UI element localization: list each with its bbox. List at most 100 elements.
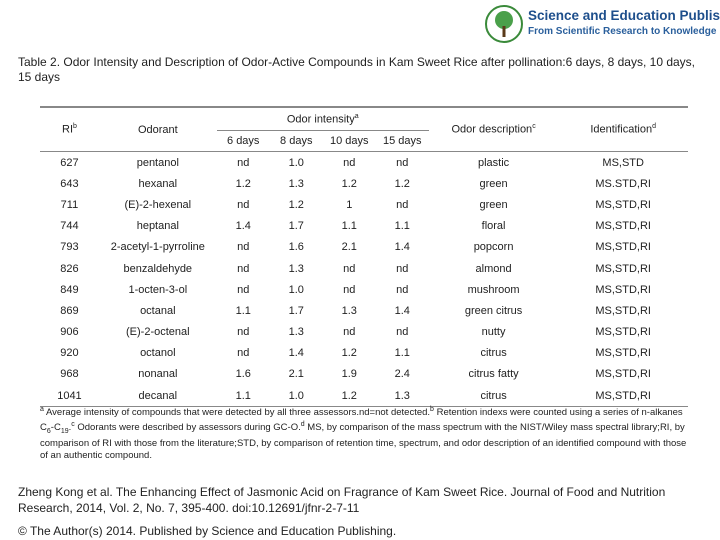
cell-8-days: 1.7 <box>288 304 304 317</box>
cell-description: nutty <box>481 326 506 339</box>
header-day: 15 days <box>375 130 429 152</box>
cell-6-days: nd <box>237 262 250 275</box>
cell-8-days: 1.0 <box>288 283 304 296</box>
table-row: 643 hexanal 1.2 1.3 1.2 1.2 green MS.STD,RI <box>40 173 688 194</box>
cell-ri: 744 <box>60 220 79 233</box>
table-row: 627 pentanol nd 1.0 nd nd plastic MS,STD <box>40 152 688 174</box>
cell-description: almond <box>475 262 512 275</box>
cell-10-days: 1.2 <box>341 177 357 190</box>
cell-8-days: 1.2 <box>288 198 304 211</box>
cell-odorant: octanal <box>140 304 176 317</box>
cell-6-days: 1.4 <box>235 220 251 233</box>
cell-identification: MS,STD,RI <box>595 368 651 381</box>
cell-identification: MS,STD,RI <box>595 283 651 296</box>
cell-15-days: nd <box>396 283 409 296</box>
cell-odorant: nonanal <box>138 368 178 381</box>
cell-10-days: nd <box>343 326 356 339</box>
publisher-tagline: From Scientific Research to Knowledge <box>528 26 717 37</box>
cell-15-days: 1.3 <box>375 385 429 408</box>
cell-ri: 869 <box>60 304 79 317</box>
table-row: 1041 decanal 1.1 1.0 1.2 1.3 citrus MS,STD,RI <box>40 385 688 408</box>
tree-logo-icon <box>485 5 523 43</box>
cell-odorant: 1-octen-3-ol <box>128 283 188 296</box>
cell-identification: MS,STD,RI <box>595 262 651 275</box>
table-row: 744 heptanal 1.4 1.7 1.1 1.1 floral MS,STD,RI <box>40 216 688 237</box>
header-odorant: Odorant <box>98 107 217 152</box>
cell-6-days: nd <box>237 156 250 169</box>
cell-odorant: pentanol <box>136 156 179 169</box>
cell-ri: 849 <box>60 283 79 296</box>
cell-description: plastic <box>477 156 510 169</box>
cell-6-days: nd <box>237 241 250 254</box>
data-table-wrapper: RIb Odorant Odor intensitya Odor descrip… <box>40 106 688 408</box>
cell-8-days: 1.3 <box>288 177 304 190</box>
cell-10-days: 1.9 <box>341 368 357 381</box>
header-odor-intensity: Odor intensitya <box>216 107 429 131</box>
cell-description: green <box>479 198 508 211</box>
cell-6-days: 1.2 <box>235 177 251 190</box>
header-row-days: 6 days 8 days 10 days 15 days <box>40 130 688 152</box>
cell-8-days: 1.4 <box>288 347 304 360</box>
table-row: 968 nonanal 1.6 2.1 1.9 2.4 citrus fatty MS,STD… <box>40 364 688 385</box>
cell-ri: 968 <box>60 368 79 381</box>
cell-8-days: 1.0 <box>269 385 323 408</box>
cell-identification: MS,STD,RI <box>595 326 651 339</box>
table-body: 627 pentanol nd 1.0 nd nd plastic MS,STD 643 hexa… <box>40 152 688 408</box>
cell-8-days: 1.3 <box>288 262 304 275</box>
cell-identification: MS,STD,RI <box>595 347 651 360</box>
table-row: 711 (E)-2-hexenal nd 1.2 1 nd green MS,STD,RI <box>40 194 688 215</box>
cell-10-days: 1 <box>346 198 353 211</box>
header-identification: Identificationd <box>558 107 688 152</box>
cell-description: citrus <box>428 385 559 408</box>
cell-description: floral <box>481 220 506 233</box>
cell-6-days: nd <box>237 347 250 360</box>
cell-odorant: heptanal <box>136 220 179 233</box>
cell-description: citrus <box>480 347 507 360</box>
table-row: 920 octanol nd 1.4 1.2 1.1 citrus MS,STD,RI <box>40 343 688 364</box>
cell-description: citrus fatty <box>468 368 519 381</box>
cell-odorant: 2-acetyl-1-pyrroline <box>110 241 205 254</box>
odor-table: RIb Odorant Odor intensitya Odor descrip… <box>40 106 688 408</box>
header-ri: RIb <box>40 107 99 152</box>
cell-ri: 711 <box>60 198 79 211</box>
cell-odorant: decanal <box>98 385 217 408</box>
publisher-name: Science and Education Publishing <box>528 8 720 23</box>
table-caption: Table 2. Odor Intensity and Description … <box>18 55 696 84</box>
cell-15-days: 1.1 <box>394 347 410 360</box>
cell-15-days: 1.1 <box>394 220 410 233</box>
cell-odorant: benzaldehyde <box>123 262 193 275</box>
cell-10-days: 1.2 <box>341 347 357 360</box>
cell-identification: MS,STD,RI <box>595 220 651 233</box>
cell-15-days: 1.2 <box>394 177 410 190</box>
cell-identification: MS,STD,RI <box>595 198 651 211</box>
publisher-logo: Science and Education Publishing From Sc… <box>484 4 720 44</box>
cell-15-days: 1.4 <box>394 304 410 317</box>
cell-identification: MS,STD <box>602 156 644 169</box>
header-day: 10 days <box>322 130 376 152</box>
cell-6-days: 1.6 <box>235 368 251 381</box>
cell-odorant: (E)-2-hexenal <box>124 198 192 211</box>
cell-description: popcorn <box>473 241 514 254</box>
cell-identification: MS,STD,RI <box>595 304 651 317</box>
cell-ri: 793 <box>60 241 79 254</box>
header-row-top: RIb Odorant Odor intensitya Odor descrip… <box>40 107 688 152</box>
cell-15-days: 2.4 <box>394 368 410 381</box>
cell-ri: 1041 <box>40 385 99 408</box>
table-footnote: a Average intensity of compounds that we… <box>40 406 687 462</box>
cell-15-days: nd <box>396 156 409 169</box>
table-row: 793 2-acetyl-1-pyrroline nd 1.6 2.1 1.4 popcor… <box>40 237 688 258</box>
cell-10-days: 2.1 <box>341 241 357 254</box>
table-row: 906 (E)-2-octenal nd 1.3 nd nd nutty MS,STD,RI <box>40 322 688 343</box>
header-day: 8 days <box>269 130 323 152</box>
cell-ri: 906 <box>60 326 79 339</box>
cell-6-days: 1.1 <box>216 385 270 408</box>
cell-10-days: 1.3 <box>341 304 357 317</box>
cell-10-days: nd <box>343 262 356 275</box>
cell-6-days: 1.1 <box>235 304 251 317</box>
cell-description: green citrus <box>464 304 523 317</box>
cell-identification: MS,STD,RI <box>595 241 651 254</box>
cell-8-days: 1.3 <box>288 326 304 339</box>
header-odor-description: Odor descriptionc <box>428 107 559 152</box>
cell-identification: MS,STD,RI <box>558 385 688 408</box>
cell-10-days: 1.2 <box>322 385 376 408</box>
